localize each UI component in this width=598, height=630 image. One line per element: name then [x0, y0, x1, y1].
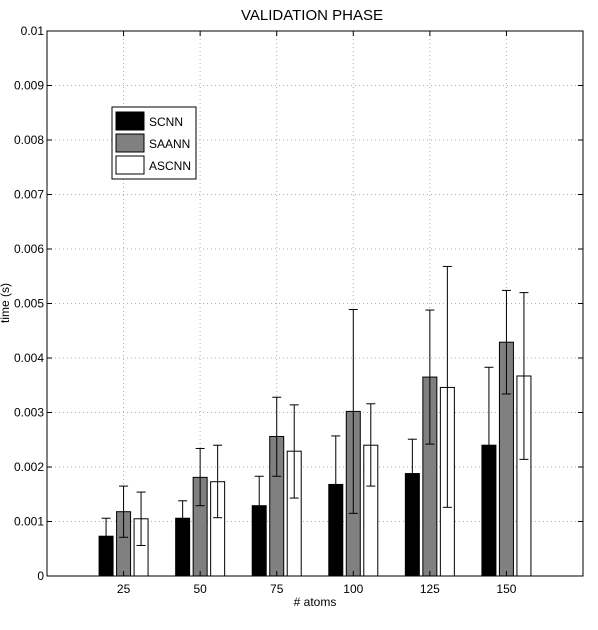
x-tick-label: 150 [496, 582, 516, 596]
legend-label-saann: SAANN [149, 137, 190, 151]
error-bars [101, 265, 529, 554]
y-tick-label: 0.009 [14, 79, 44, 93]
y-tick-label: 0.01 [21, 24, 45, 38]
y-tick-label: 0.002 [14, 460, 44, 474]
y-tick-label: 0.008 [14, 133, 44, 147]
y-tick-label: 0.001 [14, 515, 44, 529]
legend: SCNN SAANN ASCNN [111, 106, 197, 180]
x-tick-label: 25 [117, 582, 131, 596]
legend-label-ascnn: ASCNN [149, 159, 191, 173]
legend-label-scnn: SCNN [149, 115, 183, 129]
y-tick-label: 0.007 [14, 188, 44, 202]
x-tick-label: 50 [193, 582, 207, 596]
x-axis-label: # atoms [294, 595, 337, 609]
x-tick-label: 125 [420, 582, 440, 596]
y-tick-label: 0.003 [14, 406, 44, 420]
y-axis-label: time (s) [0, 283, 12, 323]
y-tick-label: 0 [37, 569, 44, 583]
chart-title: VALIDATION PHASE [241, 7, 383, 24]
axis-ticks: 0 0.001 0.002 0.003 0.004 0.005 0.006 0.007 0.00… [14, 24, 583, 596]
x-tick-label: 100 [343, 582, 363, 596]
x-tick-label: 75 [270, 582, 284, 596]
legend-swatch-saann [115, 133, 145, 153]
y-tick-label: 0.004 [14, 351, 44, 365]
legend-swatch-scnn [115, 111, 145, 131]
legend-swatch-ascnn [115, 155, 145, 175]
y-tick-label: 0.006 [14, 242, 44, 256]
y-tick-label: 0.005 [14, 297, 44, 311]
grid-lines [47, 31, 583, 576]
